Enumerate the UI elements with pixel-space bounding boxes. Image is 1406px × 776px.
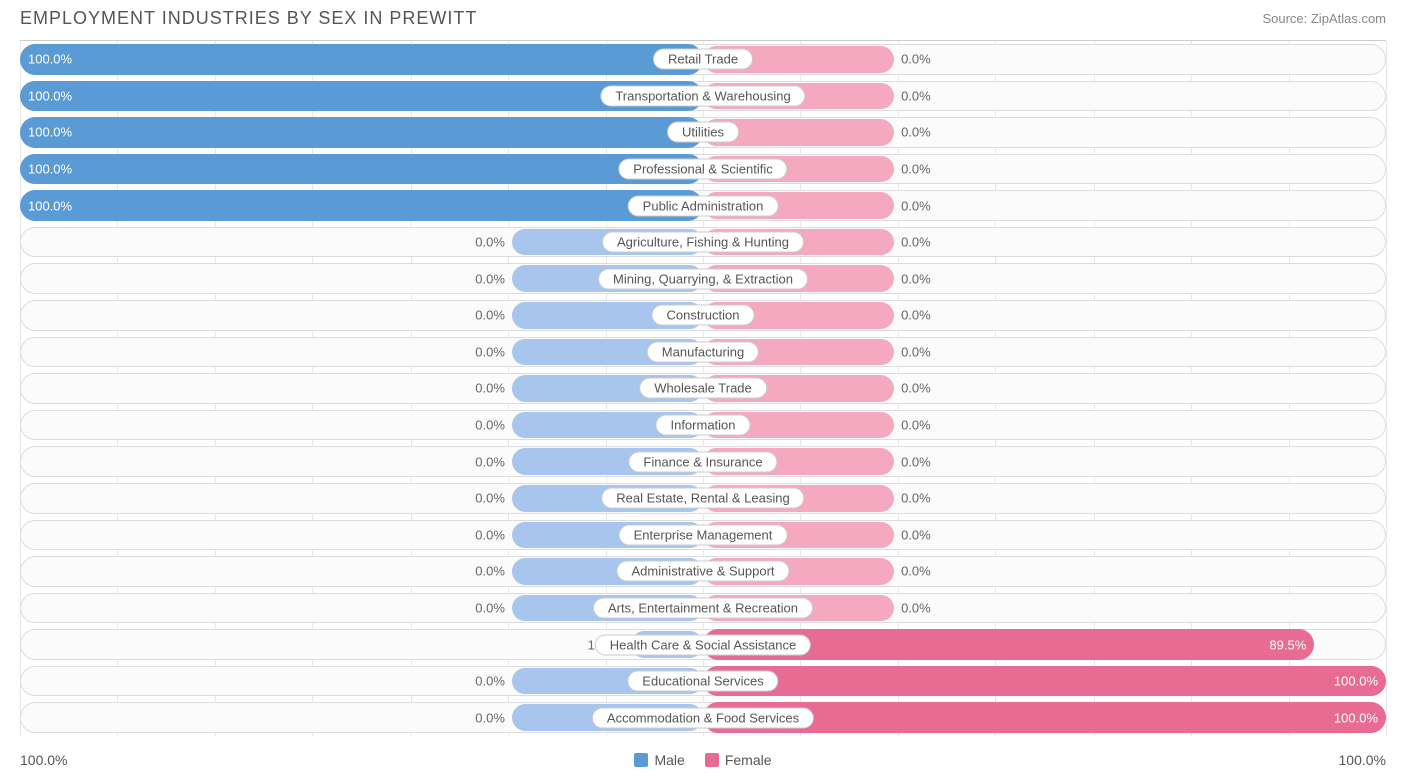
male-value: 0.0% [475, 381, 505, 396]
male-value: 0.0% [475, 344, 505, 359]
legend-male: Male [634, 752, 684, 768]
chart-row: 100.0% 0.0% Transportation & Warehousing [20, 81, 1386, 112]
male-value: 100.0% [28, 88, 72, 103]
chart-row: 0.0% 0.0% Enterprise Management [20, 520, 1386, 551]
female-value: 0.0% [901, 381, 931, 396]
legend-female-label: Female [725, 752, 772, 768]
male-bar: 100.0% [20, 190, 703, 221]
male-value: 0.0% [475, 564, 505, 579]
male-value: 100.0% [28, 52, 72, 67]
female-value: 0.0% [901, 491, 931, 506]
male-bar: 100.0% [20, 44, 703, 75]
female-value: 0.0% [901, 125, 931, 140]
category-label: Arts, Entertainment & Recreation [593, 597, 813, 618]
category-label: Finance & Insurance [628, 451, 777, 472]
male-value: 0.0% [475, 491, 505, 506]
female-value: 89.5% [1269, 637, 1306, 652]
category-label: Information [655, 415, 750, 436]
male-value: 0.0% [475, 674, 505, 689]
female-value: 100.0% [1334, 710, 1378, 725]
female-value: 0.0% [901, 88, 931, 103]
chart-header: EMPLOYMENT INDUSTRIES BY SEX IN PREWITT … [0, 0, 1406, 33]
category-label: Educational Services [627, 671, 778, 692]
gridline [1386, 41, 1387, 736]
female-value: 0.0% [901, 271, 931, 286]
legend: Male Female [634, 752, 771, 768]
category-label: Accommodation & Food Services [592, 707, 814, 728]
category-label: Wholesale Trade [639, 378, 767, 399]
male-value: 0.0% [475, 600, 505, 615]
chart-title: EMPLOYMENT INDUSTRIES BY SEX IN PREWITT [20, 8, 477, 29]
female-bar: 100.0% [703, 666, 1386, 697]
female-value: 0.0% [901, 162, 931, 177]
category-label: Administrative & Support [616, 561, 789, 582]
chart-area: 100.0% 0.0% Retail Trade 100.0% 0.0% Transpor… [20, 40, 1386, 736]
chart-row: 0.0% 0.0% Information [20, 410, 1386, 441]
category-label: Public Administration [628, 195, 779, 216]
chart-row: 0.0% 0.0% Finance & Insurance [20, 446, 1386, 477]
female-swatch-icon [705, 753, 719, 767]
category-label: Retail Trade [653, 49, 753, 70]
female-value: 0.0% [901, 52, 931, 67]
category-label: Mining, Quarrying, & Extraction [598, 268, 808, 289]
chart-row: 0.0% 0.0% Mining, Quarrying, & Extraction [20, 263, 1386, 294]
male-value: 0.0% [475, 710, 505, 725]
legend-male-label: Male [654, 752, 684, 768]
chart-row: 100.0% 0.0% Professional & Scientific [20, 154, 1386, 185]
axis-right-label: 100.0% [1339, 752, 1386, 768]
female-value: 0.0% [901, 235, 931, 250]
chart-row: 10.5%89.5%Health Care & Social Assistanc… [20, 629, 1386, 660]
chart-row: 100.0% 0.0% Public Administration [20, 190, 1386, 221]
category-label: Professional & Scientific [618, 159, 787, 180]
female-value: 0.0% [901, 564, 931, 579]
female-value: 0.0% [901, 198, 931, 213]
chart-row: 100.0% 0.0% Utilities [20, 117, 1386, 148]
chart-footer: 100.0% Male Female 100.0% [20, 752, 1386, 768]
category-label: Construction [652, 305, 755, 326]
male-value: 100.0% [28, 125, 72, 140]
male-value: 0.0% [475, 527, 505, 542]
chart-row: 0.0% 0.0% Manufacturing [20, 337, 1386, 368]
category-label: Manufacturing [647, 341, 759, 362]
male-value: 100.0% [28, 198, 72, 213]
chart-row: 0.0% 0.0% Agriculture, Fishing & Hunting [20, 227, 1386, 258]
male-value: 0.0% [475, 235, 505, 250]
chart-source: Source: ZipAtlas.com [1262, 11, 1386, 26]
legend-female: Female [705, 752, 772, 768]
female-value: 0.0% [901, 600, 931, 615]
male-value: 100.0% [28, 162, 72, 177]
female-value: 0.0% [901, 344, 931, 359]
chart-row: 0.0% 0.0% Wholesale Trade [20, 373, 1386, 404]
chart-row: 0.0% 0.0% Administrative & Support [20, 556, 1386, 587]
male-value: 0.0% [475, 271, 505, 286]
female-value: 0.0% [901, 418, 931, 433]
male-bar: 100.0% [20, 117, 703, 148]
chart-row: 0.0% 100.0% Accommodation & Food Services [20, 702, 1386, 733]
category-label: Utilities [667, 122, 739, 143]
male-value: 0.0% [475, 308, 505, 323]
category-label: Real Estate, Rental & Leasing [601, 488, 804, 509]
chart-row: 0.0% 0.0% Construction [20, 300, 1386, 331]
male-value: 0.0% [475, 418, 505, 433]
male-value: 0.0% [475, 454, 505, 469]
chart-row: 0.0% 100.0% Educational Services [20, 666, 1386, 697]
female-value: 0.0% [901, 527, 931, 542]
category-label: Health Care & Social Assistance [595, 634, 811, 655]
category-label: Enterprise Management [619, 524, 788, 545]
chart-rows: 100.0% 0.0% Retail Trade 100.0% 0.0% Transpor… [20, 41, 1386, 736]
chart-row: 100.0% 0.0% Retail Trade [20, 44, 1386, 75]
chart-row: 0.0% 0.0% Real Estate, Rental & Leasing [20, 483, 1386, 514]
category-label: Transportation & Warehousing [600, 85, 805, 106]
female-value: 100.0% [1334, 674, 1378, 689]
chart-row: 0.0% 0.0% Arts, Entertainment & Recreation [20, 593, 1386, 624]
female-value: 0.0% [901, 308, 931, 323]
female-value: 0.0% [901, 454, 931, 469]
category-label: Agriculture, Fishing & Hunting [602, 232, 804, 253]
male-bar: 100.0% [20, 154, 703, 185]
axis-left-label: 100.0% [20, 752, 67, 768]
male-swatch-icon [634, 753, 648, 767]
